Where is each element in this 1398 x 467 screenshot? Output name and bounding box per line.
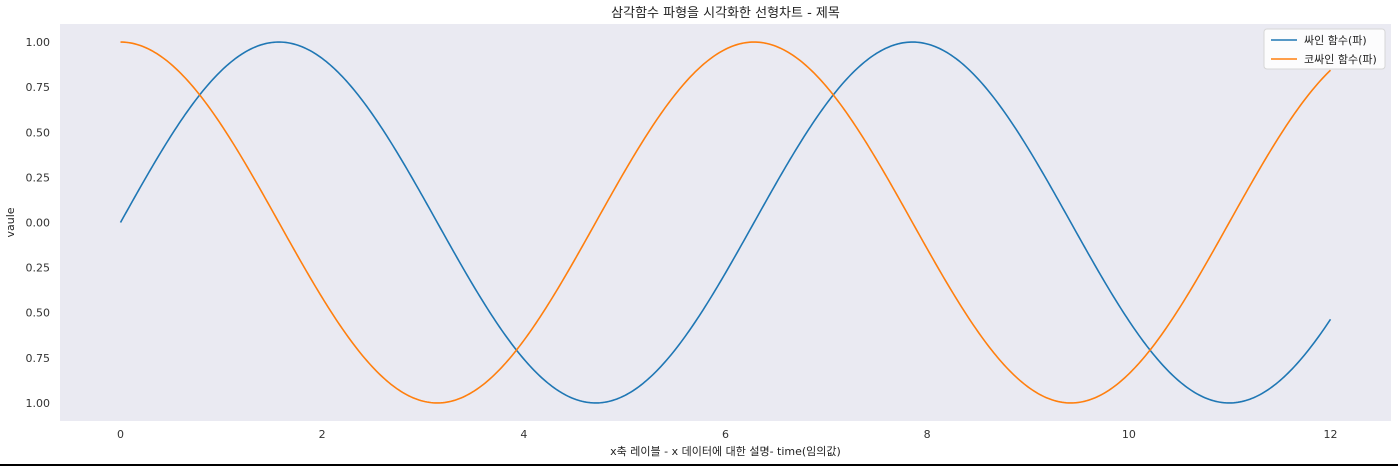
y-tick-label: 0.50 (26, 126, 51, 139)
plot-area (60, 24, 1391, 421)
x-tick-label: 0 (117, 428, 124, 441)
x-axis-label: x축 레이블 - x 데이터에 대한 설명- time(임의값) (610, 445, 841, 458)
y-axis-label: vaule (4, 207, 17, 237)
chart-title: 삼각함수 파형을 시각화한 선형차트 - 제목 (611, 6, 840, 21)
x-tick-label: 10 (1122, 428, 1136, 441)
series-lines (119, 41, 1332, 404)
x-axis: 0 2 4 6 8 10 12 (117, 428, 1338, 441)
x-tick-label: 4 (520, 428, 527, 441)
y-tick-label: 0.00 (26, 217, 51, 230)
y-tick-label: 0.25 (26, 171, 51, 184)
legend-label: 싸인 함수(파) (1304, 34, 1367, 47)
bottom-divider (0, 464, 1398, 466)
x-tick-label: 2 (319, 428, 326, 441)
legend: 싸인 함수(파) 코싸인 함수(파) (1263, 28, 1386, 70)
y-axis: 1.00 0.75 0.50 0.25 0.00 0.25 0.50 0.75 1.00 (26, 36, 51, 410)
y-tick-label: 0.25 (26, 262, 51, 275)
legend-label: 코싸인 함수(파) (1304, 53, 1377, 66)
series-line-cos (120, 41, 1332, 404)
y-tick-label: 1.00 (26, 397, 51, 410)
x-tick-label: 12 (1324, 428, 1338, 441)
y-tick-label: 1.00 (26, 36, 51, 49)
x-tick-label: 8 (924, 428, 931, 441)
series-line-sin (119, 41, 1332, 404)
x-tick-label: 6 (722, 428, 729, 441)
y-tick-label: 0.50 (26, 307, 51, 320)
y-tick-label: 0.75 (26, 352, 51, 365)
y-tick-label: 0.75 (26, 81, 51, 94)
